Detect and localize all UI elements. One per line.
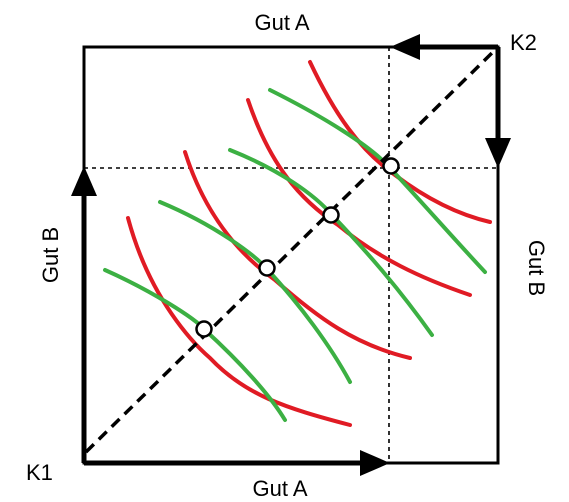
tangency-points [195,157,400,338]
indifference-curve-k1-1 [126,216,352,427]
indifference-curves-k2 [103,88,487,422]
indifference-curve-k1-3 [246,98,472,297]
top-axis-label: Gut A [254,10,309,35]
tangency-point-4 [382,157,400,175]
tangency-point-1 [195,320,213,338]
indifference-curve-k2-4 [268,88,487,274]
indifference-curve-k2-2 [158,200,352,384]
right-axis-label: Gut B [524,240,549,296]
left-axis-label: Gut B [38,227,63,283]
k2-gut-a-arrowhead [390,34,420,60]
origin-k1-label: K1 [26,460,53,485]
indifference-curves-k1 [126,60,492,427]
origin-k2-label: K2 [510,30,537,55]
contract-curve [84,49,496,454]
k1-gut-a-arrowhead [360,450,390,476]
tangency-point-3 [322,206,340,224]
k2-gut-b-arrowhead [485,138,511,168]
k1-gut-b-arrowhead [71,166,97,196]
tangency-point-2 [258,259,276,277]
bottom-axis-label: Gut A [252,476,307,501]
